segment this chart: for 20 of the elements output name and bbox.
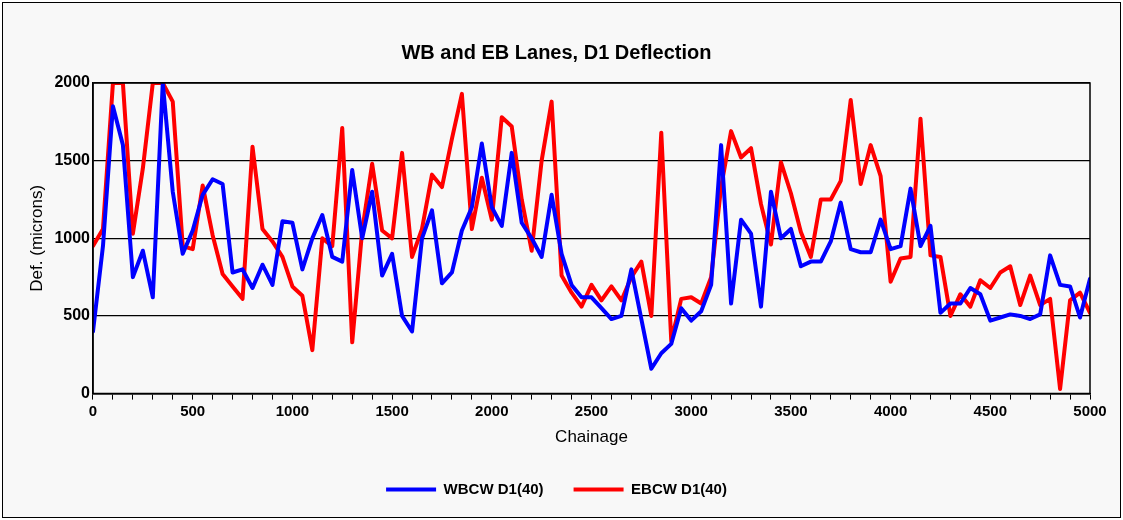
x-tick-label: 1500 [375, 401, 409, 419]
y-tick-label: 1000 [54, 228, 91, 246]
x-tick-label: 2000 [475, 401, 509, 419]
x-tick-label: 5000 [1073, 401, 1107, 419]
x-tick-label: 4500 [973, 401, 1007, 419]
x-tick-label: 3500 [774, 401, 808, 419]
legend-label: EBCW D1(40) [631, 479, 727, 497]
y-axis-title: Def. (microns) [26, 184, 46, 292]
y-tick-label: 2000 [54, 73, 91, 91]
x-tick-label: 2500 [574, 401, 609, 419]
legend-label: WBCW D1(40) [443, 479, 544, 497]
x-tick-label: 4000 [873, 401, 908, 419]
x-tick-label: 500 [180, 401, 206, 419]
x-axis-title: Chainage [555, 427, 628, 447]
x-tick-label: 1000 [275, 401, 310, 419]
y-tick-label: 1500 [54, 151, 91, 169]
y-tick-label: 0 [81, 384, 91, 402]
chart-title: WB and EB Lanes, D1 Deflection [401, 40, 712, 63]
x-tick-label: 3000 [674, 401, 708, 419]
y-tick-label: 500 [63, 306, 91, 324]
